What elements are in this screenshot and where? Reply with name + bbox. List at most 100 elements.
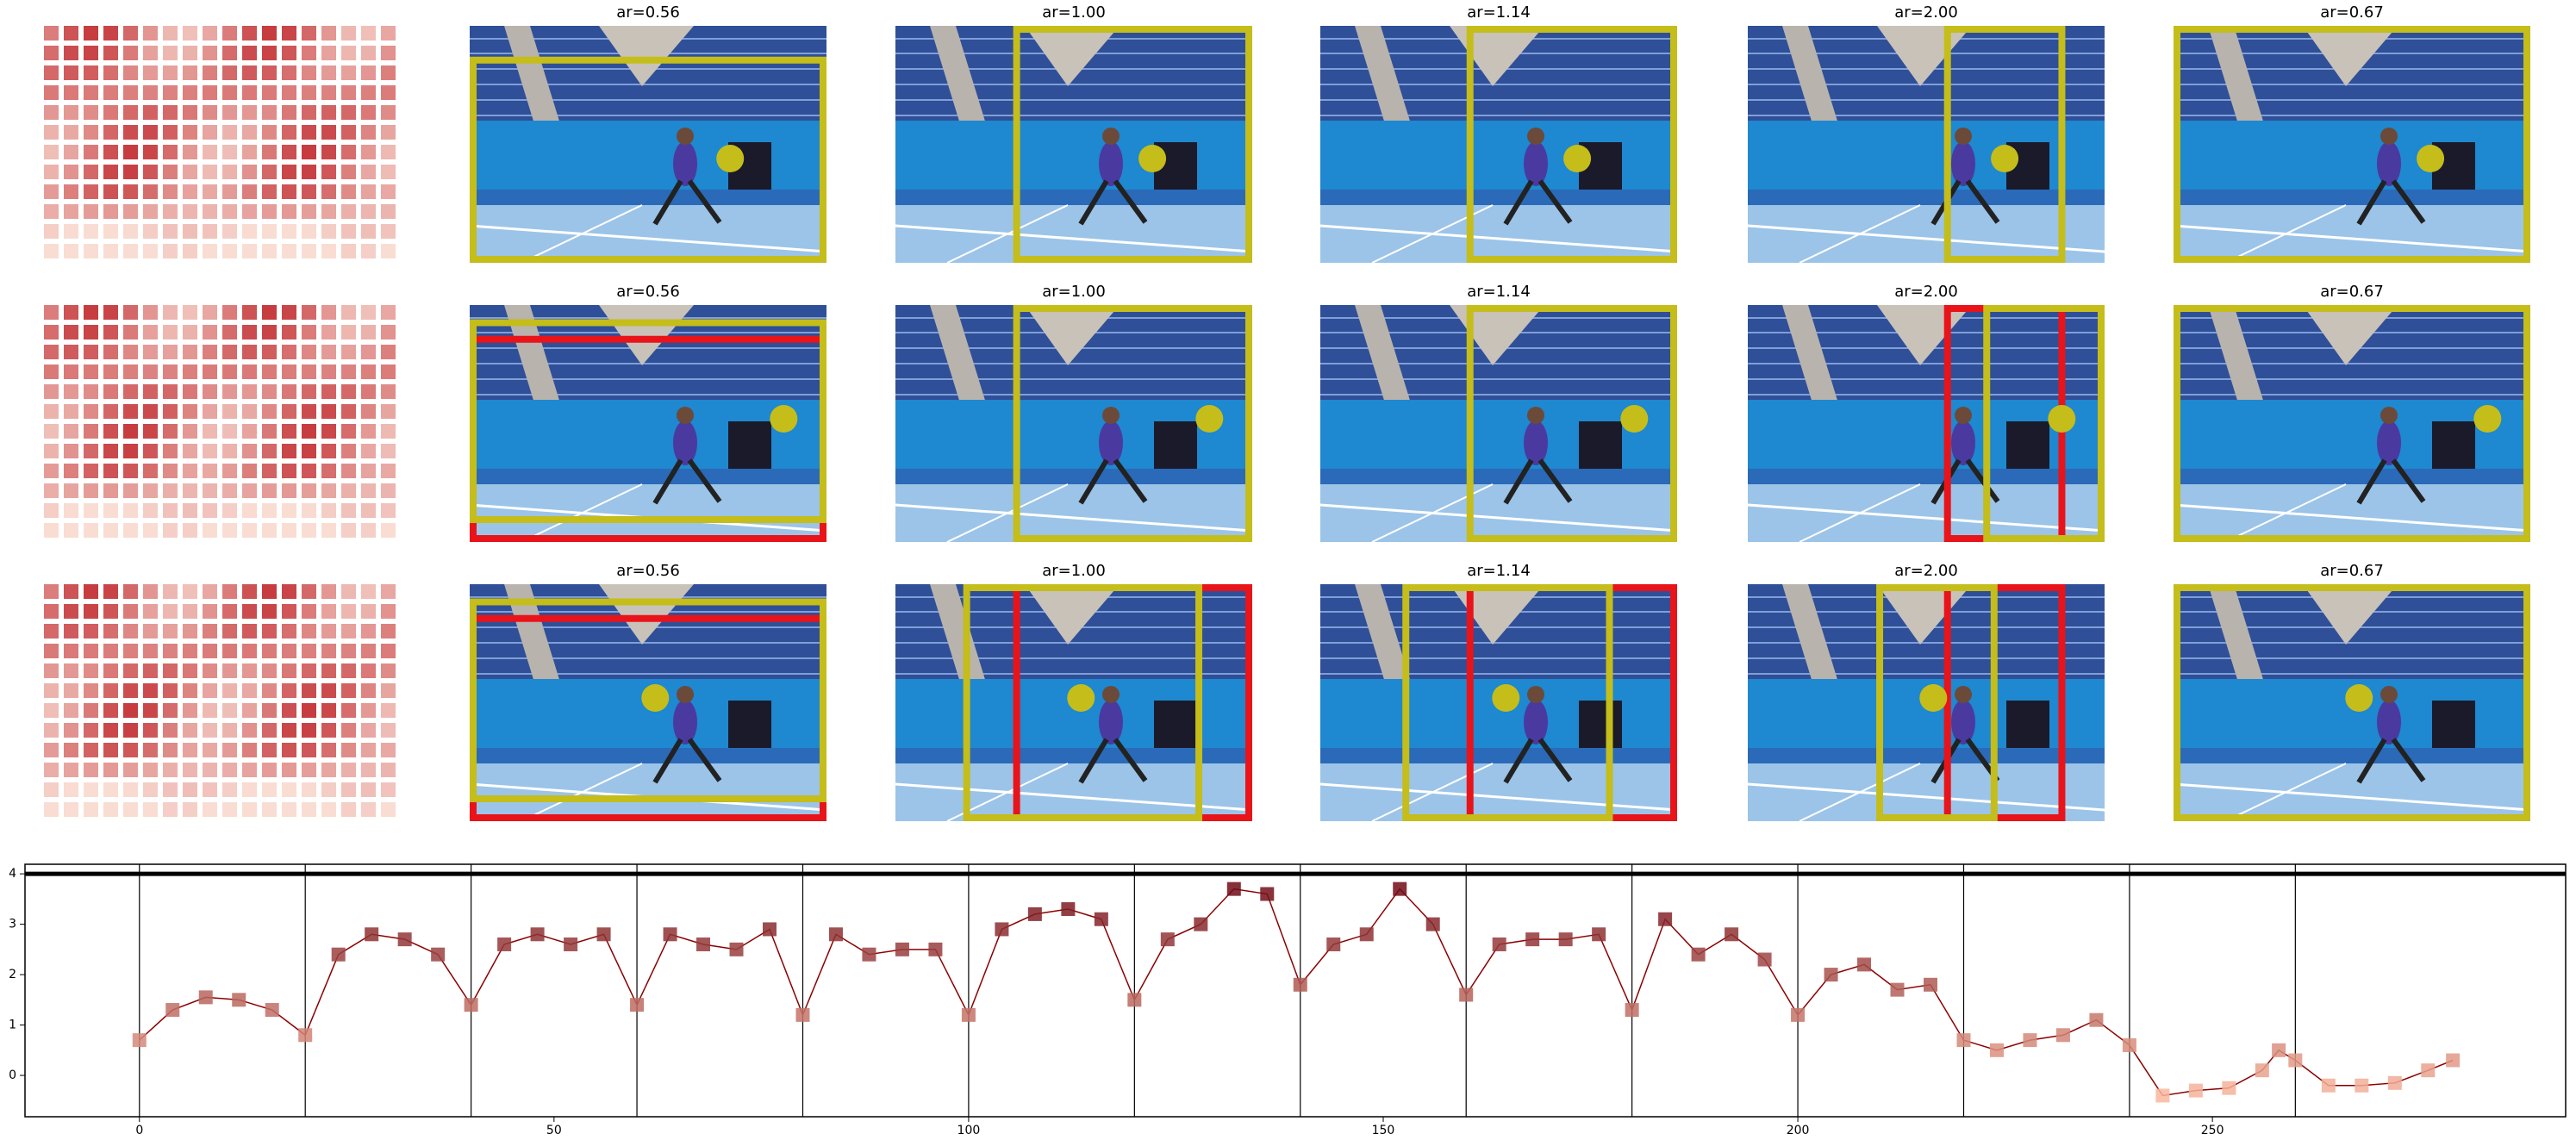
heatmap-cell	[183, 165, 197, 179]
heatmap-cell	[103, 763, 118, 777]
heatmap-cell	[143, 46, 158, 60]
heatmap-cell	[321, 503, 336, 518]
heatmap-cell	[44, 184, 59, 199]
heatmap-cell	[282, 46, 296, 60]
image-panel: ar=0.56	[470, 283, 826, 542]
heatmap-cell	[222, 584, 237, 599]
bounding-box	[1466, 26, 1677, 263]
heatmap-cell	[381, 325, 396, 340]
heatmap-cell	[262, 444, 277, 458]
point-marker	[2048, 405, 2076, 433]
point	[1094, 912, 1108, 926]
heatmap-cell	[103, 325, 118, 340]
heatmap-cell	[84, 703, 98, 718]
heatmap-cell	[44, 244, 59, 259]
heatmap-cell	[84, 224, 98, 239]
heatmap-cell	[321, 184, 336, 199]
heatmap-cell	[222, 65, 237, 80]
heatmap-cell	[321, 224, 336, 239]
heatmap-cell	[341, 444, 356, 458]
heatmap-cell	[381, 683, 396, 698]
point	[1857, 957, 1872, 972]
bounding-box	[963, 584, 1203, 821]
heatmap-cell	[84, 384, 98, 399]
heatmap-cell	[123, 624, 138, 639]
y-tick-label: 4	[9, 867, 16, 881]
heatmap-cell	[203, 743, 217, 757]
heatmap-cell	[262, 584, 277, 599]
heatmap-cell	[341, 125, 356, 140]
heatmap-cell	[143, 184, 158, 199]
heatmap-cell	[242, 743, 257, 757]
heatmap-cell	[302, 224, 316, 239]
heatmap-cell	[84, 305, 98, 320]
heatmap-cell	[242, 85, 257, 100]
heatmap-cell	[103, 723, 118, 738]
heatmap-cell	[143, 763, 158, 777]
heatmap-cell	[282, 743, 296, 757]
heatmap-cell	[143, 802, 158, 817]
heatmap-cell	[282, 244, 296, 259]
heatmap-cell	[183, 384, 197, 399]
heatmap-cell	[341, 224, 356, 239]
heatmap-cell	[103, 364, 118, 379]
heatmap-cell	[282, 723, 296, 738]
heatmap-cell	[381, 644, 396, 658]
heatmap-cell	[163, 644, 178, 658]
heatmap-cell	[321, 743, 336, 757]
point	[1625, 1003, 1639, 1018]
heatmap-cell	[183, 325, 197, 340]
heatmap-cell	[163, 364, 178, 379]
image-panel: ar=1.00	[895, 283, 1252, 542]
heatmap-cell	[183, 184, 197, 199]
heatmap-cell	[262, 503, 277, 518]
heatmap-cell	[64, 345, 78, 359]
heatmap-cell	[321, 26, 336, 40]
heatmap-cell	[282, 364, 296, 379]
heatmap-cell	[143, 624, 158, 639]
heatmap-cell	[84, 743, 98, 757]
heatmap-cell	[262, 345, 277, 359]
y-tick-label: 1	[9, 1019, 16, 1032]
heatmap-cell	[103, 85, 118, 100]
point	[928, 942, 943, 956]
heatmap-cell	[143, 444, 158, 458]
heatmap-cell	[361, 604, 376, 619]
heatmap-cell	[341, 85, 356, 100]
heatmap-cell	[163, 184, 178, 199]
heatmap-cell	[242, 523, 257, 538]
heatmap-cell	[361, 325, 376, 340]
heatmap-cell	[183, 224, 197, 239]
heatmap-cell	[44, 305, 59, 320]
heatmap-cell	[183, 125, 197, 140]
heatmap-cell	[302, 165, 316, 179]
point-marker	[1919, 684, 1948, 712]
bounding-box	[1402, 584, 1613, 821]
heatmap-cell	[381, 65, 396, 80]
heatmap-cell	[242, 464, 257, 478]
heatmap-cell	[123, 404, 138, 419]
heatmap-cell	[183, 802, 197, 817]
heatmap-cell	[163, 145, 178, 159]
heatmap-cell	[242, 703, 257, 718]
heatmap-cell	[341, 165, 356, 179]
heatmap-cell	[381, 26, 396, 40]
heatmap-cell	[163, 483, 178, 498]
heatmap-cell	[302, 184, 316, 199]
heatmap-cell	[341, 364, 356, 379]
heatmap-cell	[302, 204, 316, 219]
heatmap-cell	[381, 424, 396, 439]
heatmap-cell	[123, 743, 138, 757]
heatmap-cell	[143, 125, 158, 140]
heatmap-cell	[64, 145, 78, 159]
heatmap-cell	[183, 683, 197, 698]
heatmap-cell	[123, 345, 138, 359]
heatmap-cell	[183, 305, 197, 320]
heatmap-cell	[361, 65, 376, 80]
heatmap-cell	[361, 204, 376, 219]
heatmap-cell	[222, 424, 237, 439]
heatmap-cell	[361, 483, 376, 498]
heatmap-cell	[381, 782, 396, 797]
heatmap-cell	[242, 503, 257, 518]
heatmap-cell	[44, 644, 59, 658]
